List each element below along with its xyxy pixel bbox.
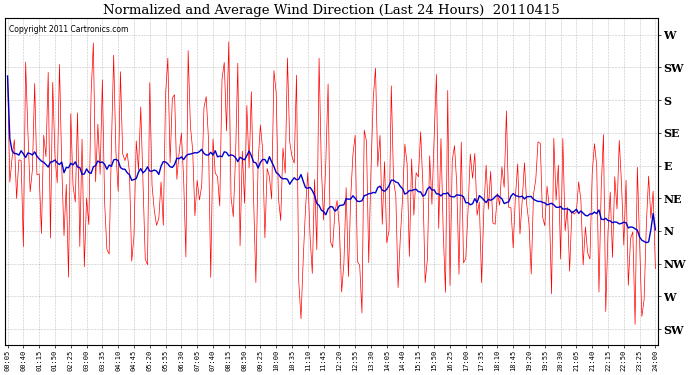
Text: Copyright 2011 Cartronics.com: Copyright 2011 Cartronics.com xyxy=(8,25,128,34)
Title: Normalized and Average Wind Direction (Last 24 Hours)  20110415: Normalized and Average Wind Direction (L… xyxy=(103,4,560,17)
